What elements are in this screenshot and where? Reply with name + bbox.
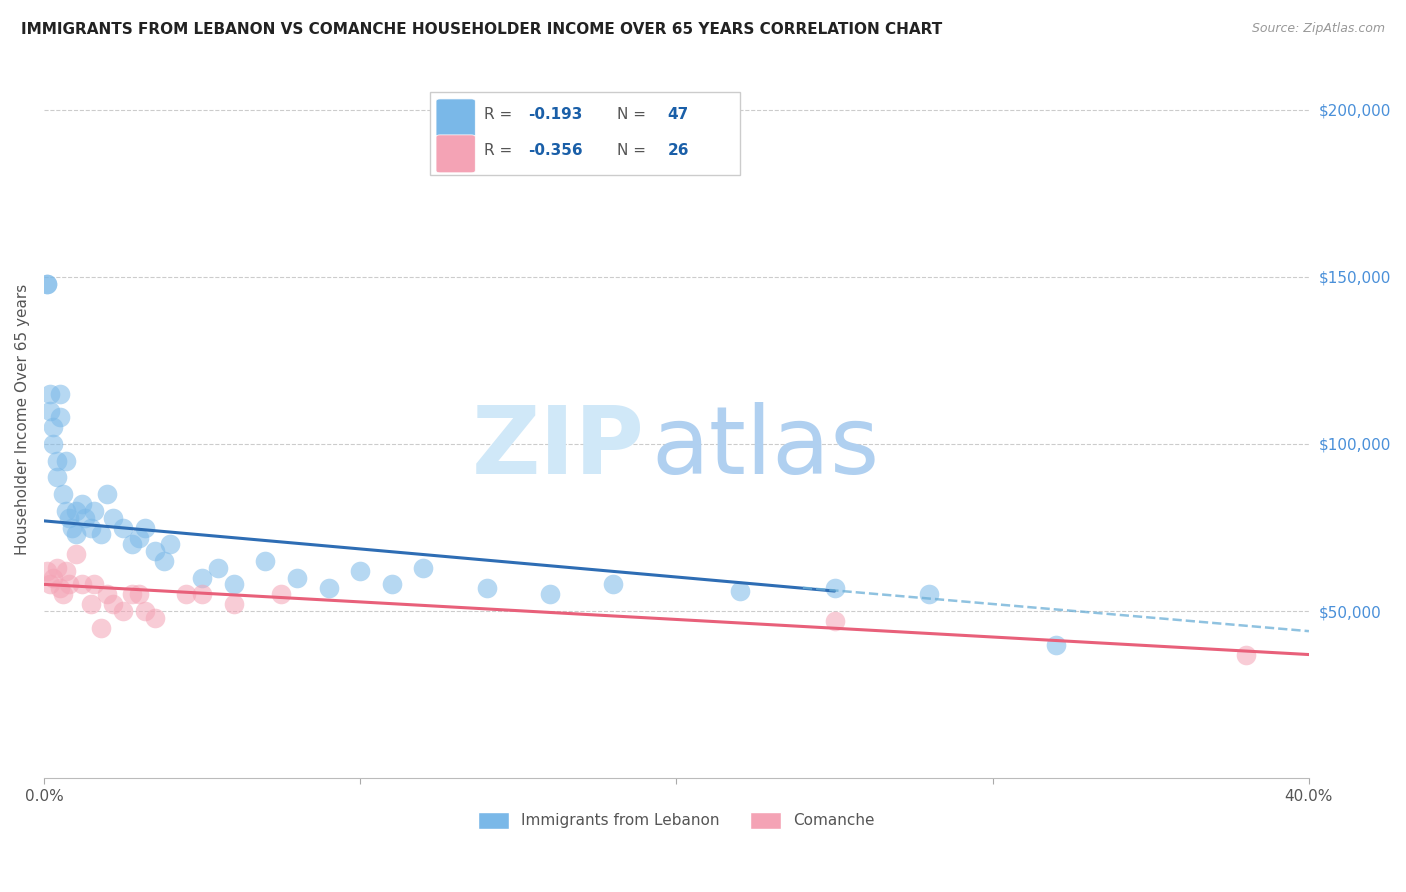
Point [55,453,77,467]
Point [45,470,67,484]
Text: N =: N = [617,107,651,122]
Point [111,520,134,534]
Point [65,527,87,541]
Point [153,554,176,568]
Text: ZIP: ZIP [472,401,645,493]
Text: IMMIGRANTS FROM LEBANON VS COMANCHE HOUSEHOLDER INCOME OVER 65 YEARS CORRELATION: IMMIGRANTS FROM LEBANON VS COMANCHE HOUS… [21,22,942,37]
Legend: Immigrants from Lebanon, Comanche: Immigrants from Lebanon, Comanche [472,805,880,835]
Text: R =: R = [484,107,517,122]
Point [1234,648,1257,662]
Point [134,604,156,618]
Point [174,587,197,601]
Point [159,537,181,551]
Point [222,577,245,591]
Point [70,577,93,591]
Point [728,584,751,599]
Point [39,387,62,401]
Point [80,520,103,534]
Point [48,581,70,595]
Point [83,504,105,518]
Point [103,510,125,524]
Point [42,437,65,451]
Point [254,554,277,568]
Point [35,277,58,291]
Point [538,587,561,601]
FancyBboxPatch shape [430,92,740,175]
Point [96,487,118,501]
Point [55,504,77,518]
Point [121,587,143,601]
Point [918,587,941,601]
Point [824,581,846,595]
FancyBboxPatch shape [436,135,475,173]
Point [143,611,166,625]
Point [48,410,70,425]
Text: R =: R = [484,144,517,159]
Point [222,598,245,612]
Point [65,504,87,518]
Y-axis label: Householder Income Over 65 years: Householder Income Over 65 years [15,284,30,555]
Point [83,577,105,591]
Point [35,564,58,578]
FancyBboxPatch shape [436,99,475,136]
Point [80,598,103,612]
Point [111,604,134,618]
Point [52,487,75,501]
Point [128,531,150,545]
Point [207,560,229,574]
Text: N =: N = [617,144,651,159]
Point [48,387,70,401]
Text: -0.356: -0.356 [529,144,583,159]
Text: 26: 26 [668,144,689,159]
Point [270,587,292,601]
Point [45,453,67,467]
Point [73,510,96,524]
Point [191,587,214,601]
Point [55,564,77,578]
Point [65,547,87,561]
Point [475,581,498,595]
Point [191,571,214,585]
Point [381,577,404,591]
Point [121,537,143,551]
Text: 47: 47 [668,107,689,122]
Point [103,598,125,612]
Point [45,560,67,574]
Point [824,614,846,628]
Point [42,420,65,434]
Point [70,497,93,511]
Point [35,277,58,291]
Point [318,581,340,595]
Point [349,564,371,578]
Point [52,587,75,601]
Point [1045,638,1067,652]
Text: Source: ZipAtlas.com: Source: ZipAtlas.com [1251,22,1385,36]
Point [39,577,62,591]
Point [60,520,83,534]
Point [58,510,80,524]
Point [90,621,112,635]
Text: atlas: atlas [651,401,879,493]
Point [42,571,65,585]
Point [285,571,308,585]
Point [134,520,156,534]
Point [412,560,434,574]
Point [143,544,166,558]
Point [90,527,112,541]
Point [58,577,80,591]
Text: -0.193: -0.193 [529,107,582,122]
Point [39,403,62,417]
Point [602,577,624,591]
Point [96,587,118,601]
Point [128,587,150,601]
